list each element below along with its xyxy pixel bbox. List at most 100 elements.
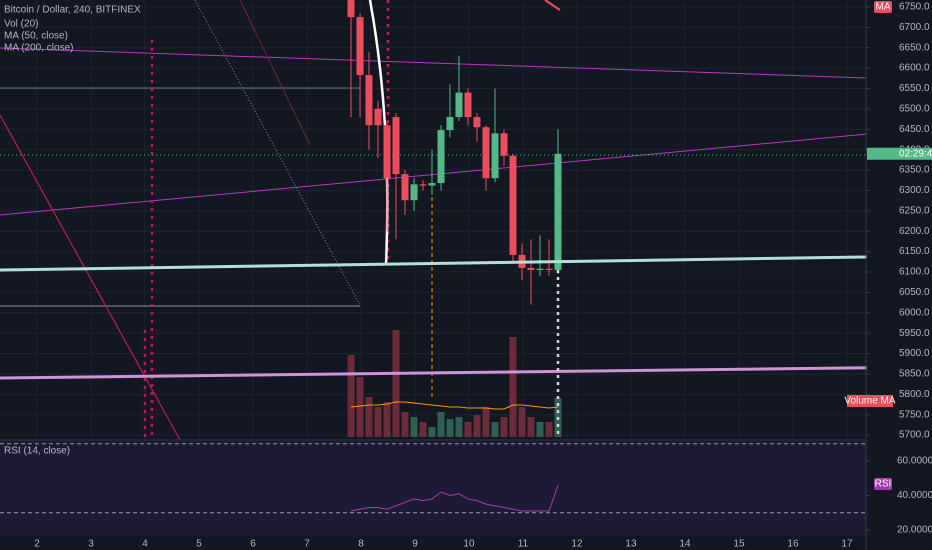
candle-body — [509, 155, 517, 255]
indicator-label: MA (50, close) — [4, 31, 68, 42]
candle-body — [455, 92, 463, 118]
y-tick-label: 6650.0 — [899, 42, 930, 53]
volume-bar — [500, 417, 508, 437]
candle-body — [428, 183, 436, 186]
rsi-tick-label: 40.0000 — [897, 490, 932, 501]
x-tick-label: 12 — [571, 539, 583, 550]
volume-bar — [509, 337, 517, 437]
y-tick-label: 5900.0 — [899, 348, 930, 359]
chart-title: Bitcoin / Dollar, 240, BITFINEX — [4, 5, 141, 16]
candle-body — [392, 117, 400, 175]
trend-line — [194, 0, 361, 306]
axes: 5700.0 5750.0 5800.0 5850.0 5900.0 5950.0 6000… — [34, 1, 932, 550]
volume-bar — [356, 377, 364, 437]
y-tick-label: 6750.0 — [899, 2, 930, 13]
x-tick-label: 6 — [250, 539, 256, 550]
y-tick-label: 6450.0 — [899, 124, 930, 135]
candle-body — [491, 133, 499, 179]
candle-body — [419, 184, 427, 186]
volume-ma-badge-bg — [847, 395, 893, 407]
volume-ma-badge: Volume MA — [844, 396, 895, 407]
y-tick-label: 6500.0 — [899, 104, 930, 115]
price-axis — [867, 0, 932, 550]
drawings — [0, 254, 932, 437]
volume-bar — [374, 407, 382, 437]
y-tick-label: 6700.0 — [899, 22, 930, 33]
y-tick-label: 5750.0 — [899, 409, 930, 420]
x-tick-label: 3 — [88, 539, 94, 550]
x-tick-label: 5 — [196, 539, 202, 550]
volume-bar — [455, 417, 463, 437]
candle-body — [536, 268, 544, 270]
candle-body — [446, 117, 454, 131]
volume-bar — [527, 417, 535, 437]
rsi-tick-label: 60.0000 — [897, 456, 932, 467]
volume-bar — [446, 419, 454, 437]
candles — [347, 0, 562, 305]
trend-line — [0, 114, 181, 441]
rsi — [0, 443, 866, 514]
y-tick-label: 5700.0 — [899, 430, 930, 441]
x-tick-label: 17 — [841, 539, 853, 550]
x-tick-label: 11 — [518, 539, 529, 550]
y-tick-label: 6600.0 — [899, 63, 930, 74]
y-tick-label: 5850.0 — [899, 369, 930, 380]
candle-body — [356, 17, 364, 76]
volume-pane — [347, 330, 562, 437]
rsi-badge-bg — [874, 478, 892, 490]
y-tick-label: 6550.0 — [899, 83, 930, 94]
candle-body — [437, 130, 445, 184]
rsi-line — [350, 484, 559, 512]
candle-body — [527, 267, 535, 270]
volume-bar — [464, 422, 472, 437]
candle-body — [383, 125, 391, 179]
trend-line — [0, 127, 932, 216]
x-tick-label: 13 — [625, 539, 637, 550]
rsi-pane — [0, 441, 866, 536]
y-tick-label: 6200.0 — [899, 226, 930, 237]
candle-body — [473, 117, 481, 128]
trend-line — [0, 365, 932, 380]
trend-line — [544, 0, 561, 11]
volume-bar — [410, 417, 418, 437]
volume-bar — [545, 422, 553, 437]
x-tick-label: 7 — [304, 539, 310, 550]
countdown: 02:29:49 — [899, 148, 932, 159]
y-tick-label: 6250.0 — [899, 205, 930, 216]
trend-line — [0, 254, 932, 272]
volume-bar — [536, 422, 544, 437]
x-tick-label: 8 — [358, 539, 364, 550]
volume-bar — [491, 422, 499, 437]
volume-bar — [401, 412, 409, 437]
y-tick-label: 6000.0 — [899, 307, 930, 318]
y-tick-label: 5950.0 — [899, 328, 930, 339]
candle-body — [545, 268, 553, 270]
ma-badge: MA — [876, 2, 891, 13]
volume-bar — [383, 402, 391, 437]
trend-line — [239, 0, 311, 146]
volume-bar — [419, 422, 427, 437]
y-tick-label: 6100.0 — [899, 267, 930, 278]
rsi-tick-label: 20.0000 — [897, 525, 932, 536]
rsi-badge: RSI — [875, 479, 892, 490]
candle-body — [464, 92, 472, 118]
x-tick-label: 16 — [787, 539, 799, 550]
x-tick-label: 2 — [34, 539, 40, 550]
volume-bar — [482, 407, 490, 437]
volume-bar — [365, 397, 373, 437]
y-tick-label: 6350.0 — [899, 165, 930, 176]
x-tick-label: 15 — [733, 539, 745, 550]
volume-bar — [347, 355, 355, 437]
y-tick-label: 5800.0 — [899, 389, 930, 400]
trend-line — [0, 47, 867, 79]
volume-bar — [518, 407, 526, 437]
y-tick-label: 6150.0 — [899, 246, 930, 257]
candle-body — [401, 174, 409, 201]
candle-body — [500, 133, 508, 156]
x-tick-label: 9 — [412, 539, 418, 550]
countdown-bg — [867, 147, 932, 160]
candle-body — [554, 153, 562, 270]
x-tick-label: 14 — [679, 539, 691, 550]
x-tick-label: 4 — [142, 539, 148, 550]
